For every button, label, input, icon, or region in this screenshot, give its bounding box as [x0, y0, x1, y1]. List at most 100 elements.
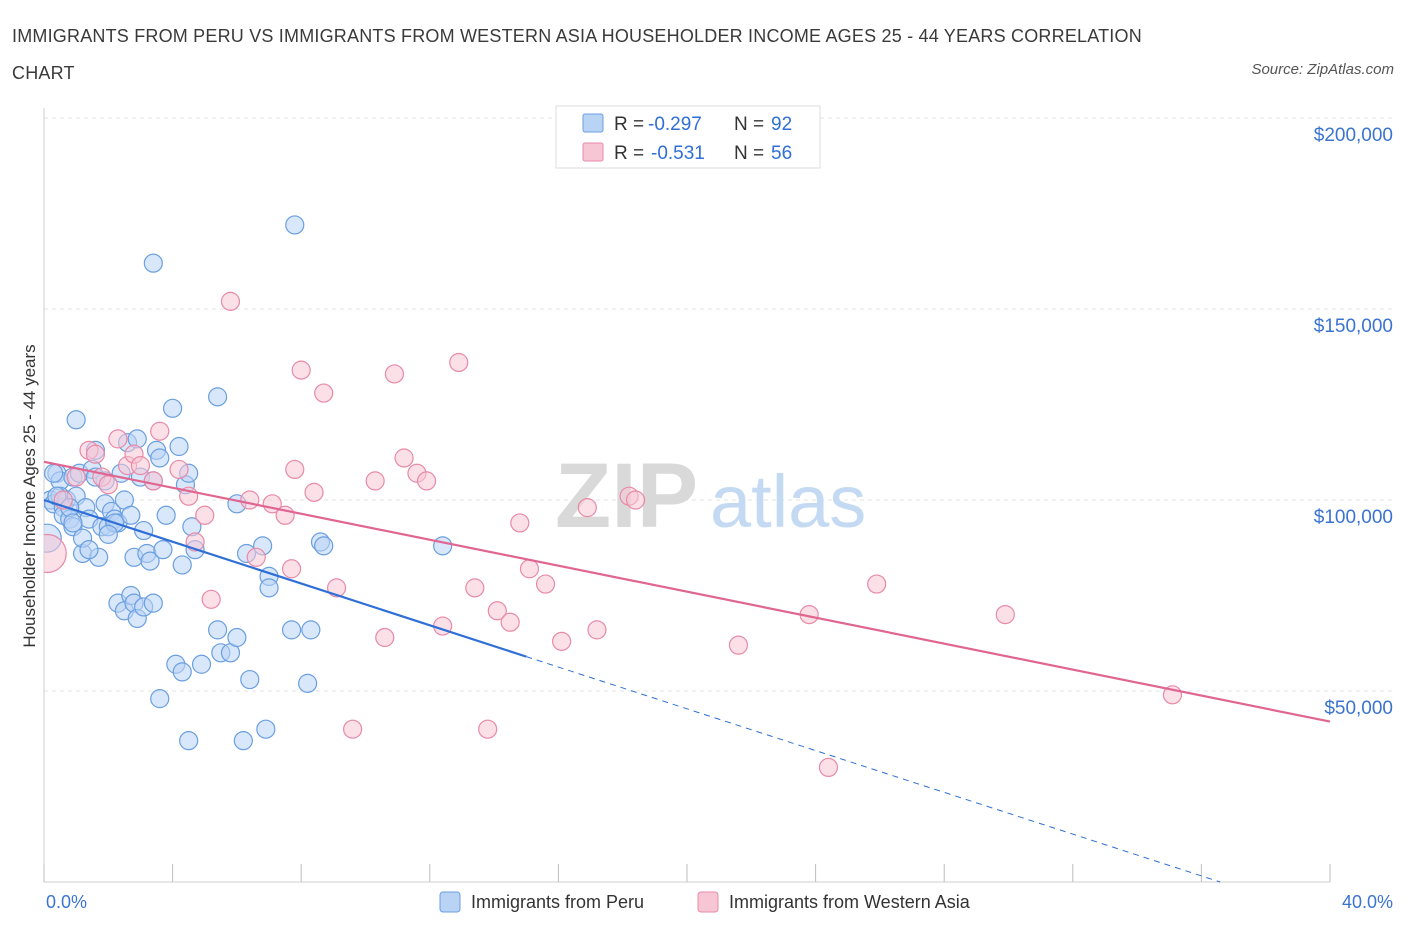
western-asia-point-21 [281, 559, 302, 579]
western-asia-point-1 [66, 467, 86, 487]
western-asia-point-11 [169, 459, 189, 480]
western-asia-point-42 [535, 574, 556, 594]
bottom-legend-swatch-western-asia [697, 891, 719, 913]
western-asia-point-38 [487, 601, 507, 621]
western-asia-point-41 [519, 559, 540, 579]
western-asia-point-22 [285, 459, 305, 480]
western-asia-point-24 [304, 482, 324, 502]
legend-r-value-1: -0.297 [648, 114, 702, 135]
western-asia-point-10 [150, 421, 170, 441]
western-asia-point-26 [326, 578, 347, 598]
legend-n-label-2: N = [734, 143, 764, 164]
peru-point-73 [301, 620, 321, 640]
western-asia-point-33 [416, 471, 437, 491]
western-asia-point-30 [384, 364, 405, 384]
western-asia-point-18 [246, 547, 266, 567]
western-asia-point-40 [510, 513, 530, 533]
western-asia-point-35 [449, 352, 469, 373]
western-asia-point-37 [478, 719, 498, 739]
western-asia-trend-line [43, 460, 1331, 723]
peru-point-91 [63, 513, 83, 533]
western-asia-point-14 [195, 505, 215, 525]
western-asia-point-52 [995, 604, 1015, 625]
peru-trend-extension [526, 656, 1221, 883]
peru-point-60 [66, 410, 86, 430]
peru-point-86 [44, 463, 64, 483]
western-asia-point-43 [552, 631, 572, 651]
western-asia-point-8 [130, 456, 151, 476]
y-tick-label-2: $150,000 [1314, 316, 1393, 337]
peru-point-49 [208, 387, 228, 407]
peru-point-59 [143, 253, 163, 273]
peru-point-77 [240, 669, 260, 690]
peru-point-58 [285, 215, 305, 235]
peru-point-44 [172, 555, 192, 575]
peru-point-39 [150, 448, 170, 468]
peru-point-67 [143, 593, 163, 613]
data-points [44, 215, 1183, 778]
watermark-atlas: atlas [710, 460, 866, 543]
western-asia-point-29 [375, 627, 395, 648]
peru-point-56 [314, 536, 334, 556]
peru-point-54 [259, 578, 279, 598]
legend-swatch-western-asia [582, 142, 604, 162]
bottom-legend-peru: Immigrants from Peru [471, 892, 644, 912]
western-asia-point-5 [108, 429, 128, 449]
western-asia-point-0 [44, 533, 67, 574]
peru-point-75 [172, 662, 192, 682]
trend-lines [43, 460, 1331, 883]
y-tick-label-0: $50,000 [1324, 698, 1393, 719]
western-asia-point-45 [587, 620, 607, 640]
y-axis-label: Householder Income Ages 25 - 44 years [20, 344, 39, 647]
western-asia-point-17 [240, 490, 260, 510]
y-tick-labels: $50,000 $100,000 $150,000 $200,000 [1314, 125, 1393, 719]
bottom-legend-swatch-peru [439, 891, 461, 913]
western-asia-point-15 [201, 589, 221, 609]
peru-point-83 [79, 540, 99, 560]
peru-point-80 [179, 731, 199, 751]
western-asia-point-47 [625, 490, 646, 510]
series-legend: Immigrants from Peru Immigrants from Wes… [439, 891, 971, 913]
peru-point-43 [169, 436, 189, 457]
peru-point-40 [153, 540, 173, 560]
peru-point-81 [233, 731, 253, 751]
y-tick-label-3: $200,000 [1314, 125, 1393, 146]
peru-point-90 [98, 524, 118, 544]
peru-point-79 [150, 689, 170, 709]
western-asia-point-23 [291, 360, 311, 380]
peru-point-71 [227, 627, 247, 648]
legend-swatch-peru [582, 113, 604, 133]
western-asia-point-51 [867, 574, 887, 594]
peru-trend-line [43, 498, 527, 658]
legend-r-label-2: R = [614, 143, 644, 164]
correlation-legend: R = -0.297 N = 92 R = -0.531 N = 56 [555, 105, 821, 169]
western-asia-point-4 [98, 475, 118, 495]
peru-point-30 [121, 505, 141, 525]
chart-title: IMMIGRANTS FROM PERU VS IMMIGRANTS FROM … [12, 26, 1142, 83]
legend-n-value-2: 56 [771, 143, 792, 164]
western-asia-point-44 [577, 498, 597, 518]
legend-r-value-2: -0.531 [651, 143, 705, 164]
x-tick-label-0: 0.0% [46, 892, 87, 912]
peru-point-72 [281, 620, 302, 640]
western-asia-point-39 [500, 612, 520, 632]
western-asia-point-48 [728, 635, 749, 655]
peru-point-57 [433, 536, 453, 556]
peru-point-68 [208, 620, 228, 640]
gridlines [44, 117, 1395, 692]
western-asia-point-31 [394, 448, 414, 468]
western-asia-point-50 [818, 757, 839, 778]
western-asia-point-16 [220, 291, 241, 311]
western-asia-point-36 [465, 578, 485, 598]
peru-point-42 [163, 398, 183, 418]
peru-point-41 [156, 505, 176, 525]
bottom-legend-western-asia: Immigrants from Western Asia [729, 892, 971, 912]
peru-point-82 [256, 719, 276, 739]
source-label: Source: ZipAtlas.com [1251, 61, 1394, 78]
legend-n-value-1: 92 [771, 114, 792, 135]
x-tick-label-1: 40.0% [1342, 892, 1393, 912]
legend-n-label-1: N = [734, 114, 764, 135]
peru-point-76 [191, 654, 212, 674]
western-asia-point-27 [343, 719, 363, 739]
